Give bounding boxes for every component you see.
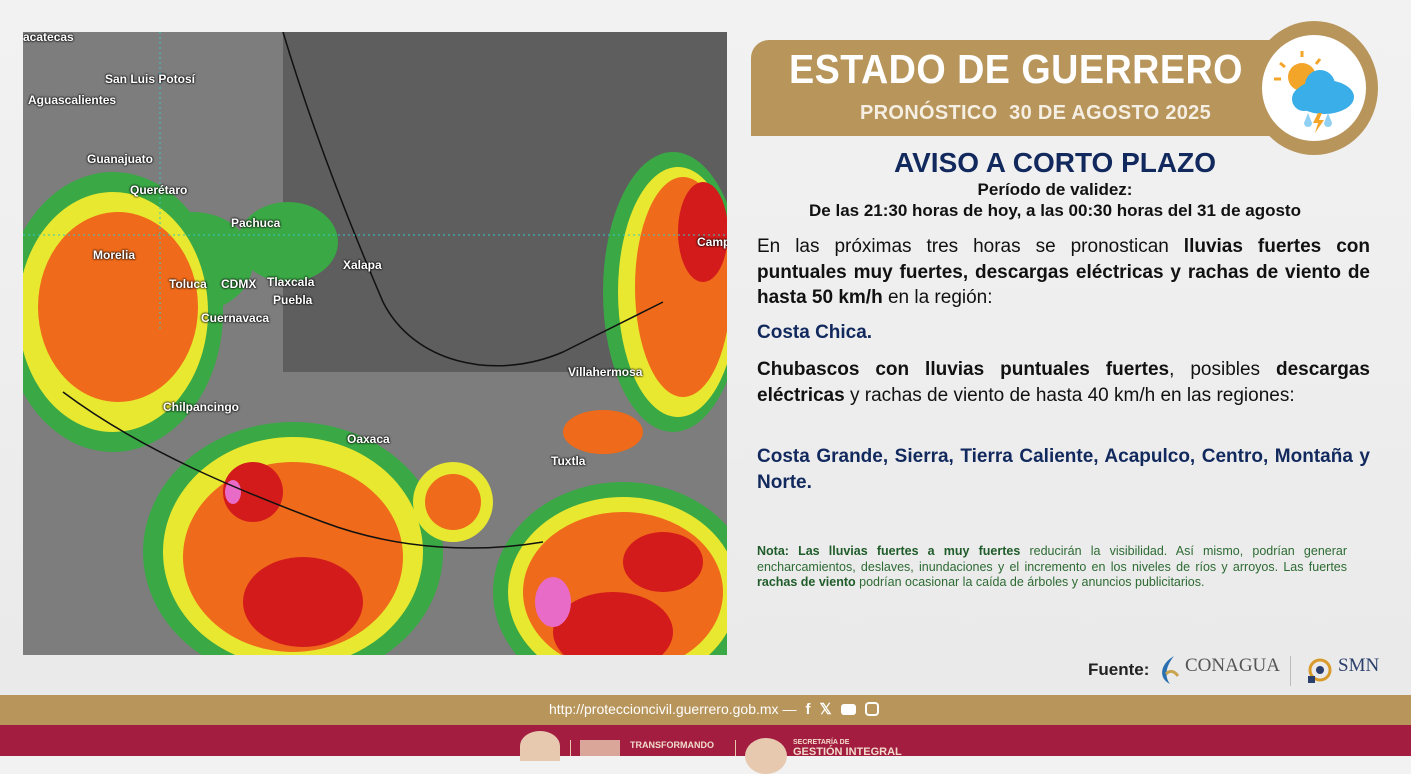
text: en la región: [882,287,993,308]
city-label: Pachuca [231,216,281,230]
city-label: Xalapa [343,258,382,272]
text: En las próximas tres horas se pronostica… [757,236,1184,257]
gov-text: GESTIÓN INTEGRAL [793,746,902,758]
text-bold: rachas de viento [757,575,856,589]
forecast-date: PRONÓSTICO 30 DE AGOSTO 2025 [860,102,1212,124]
text: podrían ocasionar la caída de árboles y … [855,575,1205,589]
cloud-imagery [23,32,727,655]
gestion-logo-icon [745,738,787,774]
source-label: Fuente: [1088,660,1150,679]
city-label: San Luis Potosí [105,72,196,86]
divider [570,740,571,756]
city-label: Camp [697,235,727,249]
city-label: Tuxtla [551,454,586,468]
validity-period: De las 21:30 horas de hoy, a las 00:30 h… [809,201,1301,220]
gov-text: TRANSFORMANDO [630,740,714,750]
city-label: Aguascalientes [28,93,117,107]
city-label: Guanajuato [87,152,154,166]
text: reducirán la visibilidad. Así mismo, pod… [757,544,1347,574]
divider [735,740,736,756]
city-label: acatecas [23,32,74,44]
facebook-icon[interactable]: f [805,700,811,718]
state-title: ESTADO DE GUERRERO [789,46,1243,92]
satellite-map: acatecas San Luis Potosí Aguascalientes … [23,32,727,655]
city-label: Chilpancingo [163,400,239,414]
city-label: Toluca [169,277,207,291]
city-label: Oaxaca [347,432,390,446]
region-list-2: Costa Grande, Sierra, Tierra Caliente, A… [757,446,1370,493]
city-label: Puebla [273,293,313,307]
note-text: Nota: Las lluvias fuertes a muy fuertes … [757,544,1347,591]
city-label: Tlaxcala [267,275,315,289]
transformando-logo-icon [580,740,620,756]
sun-cloud-rain-lightning-icon [1274,51,1354,133]
city-label: Cuernavaca [201,311,270,325]
divider [1290,656,1291,686]
website-link[interactable]: http://proteccioncivil.guerrero.gob.mx — [549,701,797,717]
city-label: Villahermosa [568,365,643,379]
forecast-paragraph-1: En las próximas tres horas se pronostica… [757,234,1370,311]
smn-logo: SMN [1338,655,1380,676]
notice-title: AVISO A CORTO PLAZO [893,147,1216,178]
instagram-icon[interactable] [864,702,879,716]
region-list-1: Costa Chica. [757,322,873,343]
text-bold: lluvias fuertes con puntuales muy fuerte… [757,236,1370,308]
text-bold: Chubascos con lluvias puntuales fuertes [757,359,1170,380]
conagua-logo-icon [1162,656,1180,684]
government-footer [0,725,1411,756]
footer-links-bar [0,695,1411,725]
youtube-icon[interactable] [840,703,856,715]
smn-logo-icon [1308,658,1332,683]
x-icon[interactable]: 𝕏 [819,701,832,718]
conagua-logo: CONAGUA [1185,655,1280,676]
text-bold: descargas eléctricas [757,359,1370,406]
city-label: Morelia [93,248,136,262]
forecast-paragraph-2: Chubascos con lluvias puntuales fuertes,… [757,357,1370,408]
city-label: Querétaro [130,183,188,197]
footer-link-row: http://proteccioncivil.guerrero.gob.mx —… [549,700,879,718]
city-label: CDMX [221,277,257,291]
text: y rachas de viento de hasta 40 km/h en l… [844,384,1295,406]
guerrero-emblem [520,731,560,761]
text: , posibles [1169,359,1276,380]
gov-text: SECRETARÍA DE [793,739,850,746]
weather-badge [1250,21,1378,155]
text-bold: Nota: Las lluvias fuertes a muy fuertes [757,544,1021,558]
title-banner: ESTADO DE GUERRERO PRONÓSTICO 30 DE AGOS… [751,40,1291,136]
validity-label: Período de validez: [977,180,1133,199]
